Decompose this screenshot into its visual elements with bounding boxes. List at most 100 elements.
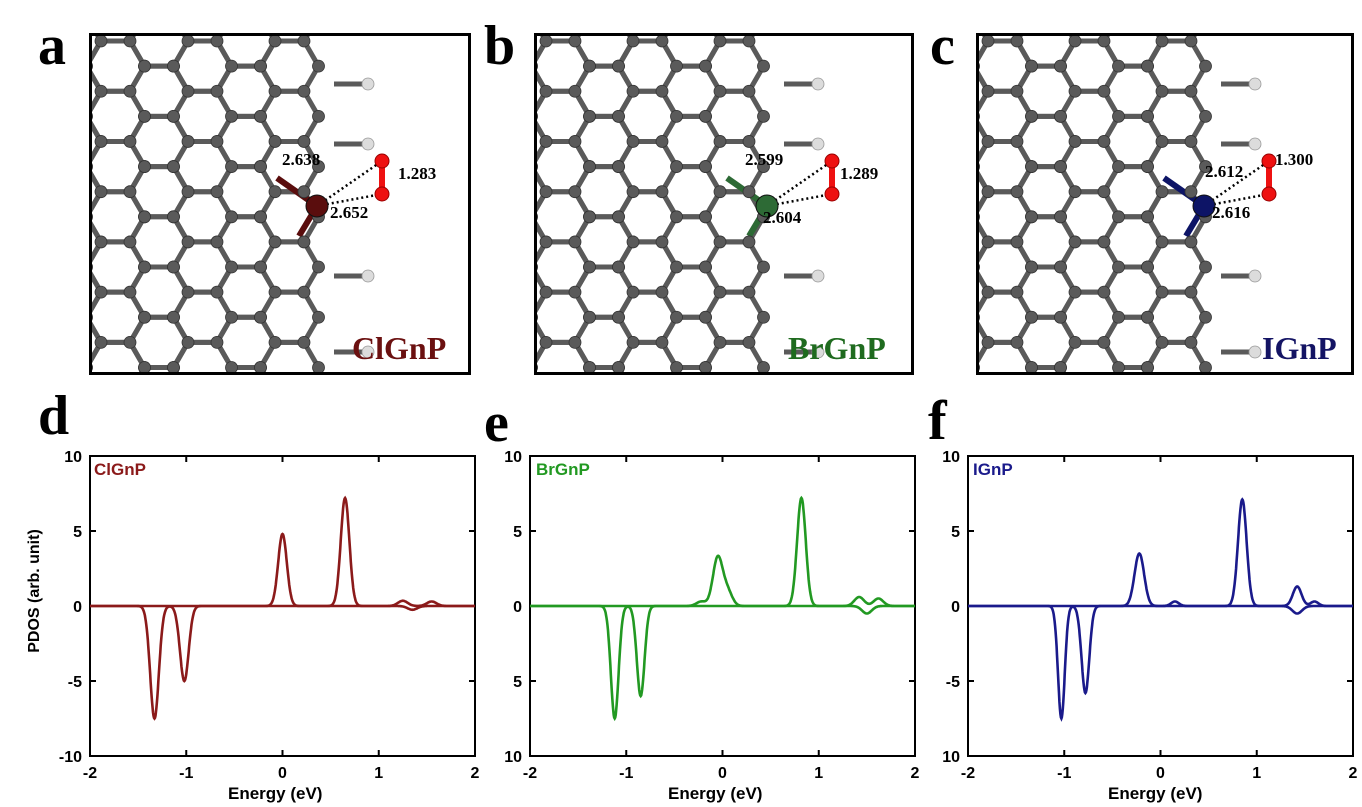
y-tick-label: 5 xyxy=(513,674,522,691)
panel-letter: f xyxy=(928,390,947,452)
carbon-atom xyxy=(979,263,980,271)
carbon-atom xyxy=(979,62,980,70)
hydrogen-atom xyxy=(1248,269,1262,283)
carbon-atom xyxy=(537,313,538,321)
carbon-atom xyxy=(539,285,553,299)
carbon-atom xyxy=(94,335,108,349)
carbon-atom xyxy=(268,285,282,299)
carbon-atom xyxy=(742,285,756,299)
oxygen-atom xyxy=(824,186,840,202)
carbon-atom xyxy=(670,109,683,123)
carbon-atom xyxy=(1112,310,1125,324)
carbon-atom xyxy=(1010,335,1024,349)
carbon-atom xyxy=(699,109,712,123)
carbon-atom xyxy=(1112,210,1125,224)
carbon-atom xyxy=(225,109,238,123)
carbon-atom xyxy=(981,135,995,148)
graphene-lattice xyxy=(92,36,390,372)
x-tick-label: -1 xyxy=(1057,765,1071,782)
carbon-atom xyxy=(537,62,538,70)
carbon-atom xyxy=(1068,185,1082,199)
carbon-atom xyxy=(981,84,995,98)
carbon-atom xyxy=(181,335,195,349)
carbon-atom xyxy=(210,84,224,98)
carbon-atom xyxy=(757,361,770,372)
carbon-atom xyxy=(1141,260,1154,274)
x-axis-label: Energy (eV) xyxy=(668,784,763,803)
carbon-atom xyxy=(539,36,553,48)
carbon-atom xyxy=(1199,361,1212,372)
pdos-spin-up-series xyxy=(90,495,475,608)
carbon-atom xyxy=(626,135,640,148)
carbon-atom xyxy=(713,235,727,249)
carbon-atom xyxy=(713,36,727,48)
carbon-atom xyxy=(655,185,669,199)
carbon-atom xyxy=(268,335,282,349)
distance-lower: 2.652 xyxy=(330,203,369,222)
carbon-atom xyxy=(1155,185,1169,199)
carbon-atom xyxy=(1155,285,1169,299)
oxygen-atom xyxy=(374,153,390,169)
carbon-atom xyxy=(655,285,669,299)
carbon-atom xyxy=(297,36,311,48)
carbon-atom xyxy=(1097,36,1111,48)
oxygen-atom xyxy=(824,153,840,169)
carbon-atom xyxy=(94,135,108,148)
carbon-atom xyxy=(1054,160,1067,173)
carbon-atom xyxy=(713,335,727,349)
carbon-atom xyxy=(713,84,727,98)
carbon-atom xyxy=(94,285,108,299)
x-tick-label: -2 xyxy=(83,765,97,782)
carbon-atom xyxy=(297,235,311,249)
carbon-atom xyxy=(979,313,980,321)
hydrogen-atom xyxy=(1248,345,1262,359)
carbon-atom xyxy=(1184,335,1198,349)
carbon-atom xyxy=(1141,210,1154,224)
carbon-atom xyxy=(1097,135,1111,148)
carbon-atom xyxy=(568,285,582,299)
carbon-atom xyxy=(1112,160,1125,173)
y-tick-label: 10 xyxy=(64,449,82,466)
c-c-bond xyxy=(537,367,546,372)
carbon-atom xyxy=(699,260,712,274)
carbon-atom xyxy=(1097,185,1111,199)
carbon-atom xyxy=(981,36,995,48)
carbon-atom xyxy=(167,160,180,173)
carbon-atom xyxy=(94,84,108,98)
structure-box xyxy=(534,33,914,375)
carbon-atom xyxy=(583,310,596,324)
structure-box xyxy=(976,33,1354,375)
x-tick-label: 1 xyxy=(1252,765,1261,782)
carbon-atom xyxy=(268,84,282,98)
carbon-atom xyxy=(312,109,325,123)
carbon-atom xyxy=(757,260,770,274)
carbon-atom xyxy=(210,335,224,349)
carbon-atom xyxy=(254,160,267,173)
carbon-atom xyxy=(1068,285,1082,299)
structure-box xyxy=(89,33,471,375)
carbon-atom xyxy=(1025,310,1038,324)
halogen-atom xyxy=(1192,194,1216,218)
pdos-spin-down-series xyxy=(90,604,475,721)
carbon-atom xyxy=(297,185,311,199)
distance-o2: 1.300 xyxy=(1275,150,1314,169)
carbon-atom xyxy=(167,59,180,73)
carbon-atom xyxy=(537,163,538,170)
carbon-atom xyxy=(312,160,325,173)
carbon-atom xyxy=(1068,235,1082,249)
carbon-atom xyxy=(297,84,311,98)
carbon-atom xyxy=(123,84,137,98)
molecule-label: IGnP xyxy=(1262,330,1337,366)
c-c-bond xyxy=(979,367,988,372)
carbon-atom xyxy=(167,210,180,224)
hydrogen-atom xyxy=(361,137,375,151)
carbon-atom xyxy=(742,84,756,98)
carbon-atom xyxy=(138,109,151,123)
carbon-atom xyxy=(1068,84,1082,98)
carbon-atom xyxy=(1010,135,1024,148)
y-tick-label: -5 xyxy=(946,674,960,691)
carbon-atom xyxy=(1025,59,1038,73)
y-tick-label: 10 xyxy=(942,449,960,466)
distance-upper: 2.612 xyxy=(1205,162,1244,181)
carbon-atom xyxy=(297,135,311,148)
